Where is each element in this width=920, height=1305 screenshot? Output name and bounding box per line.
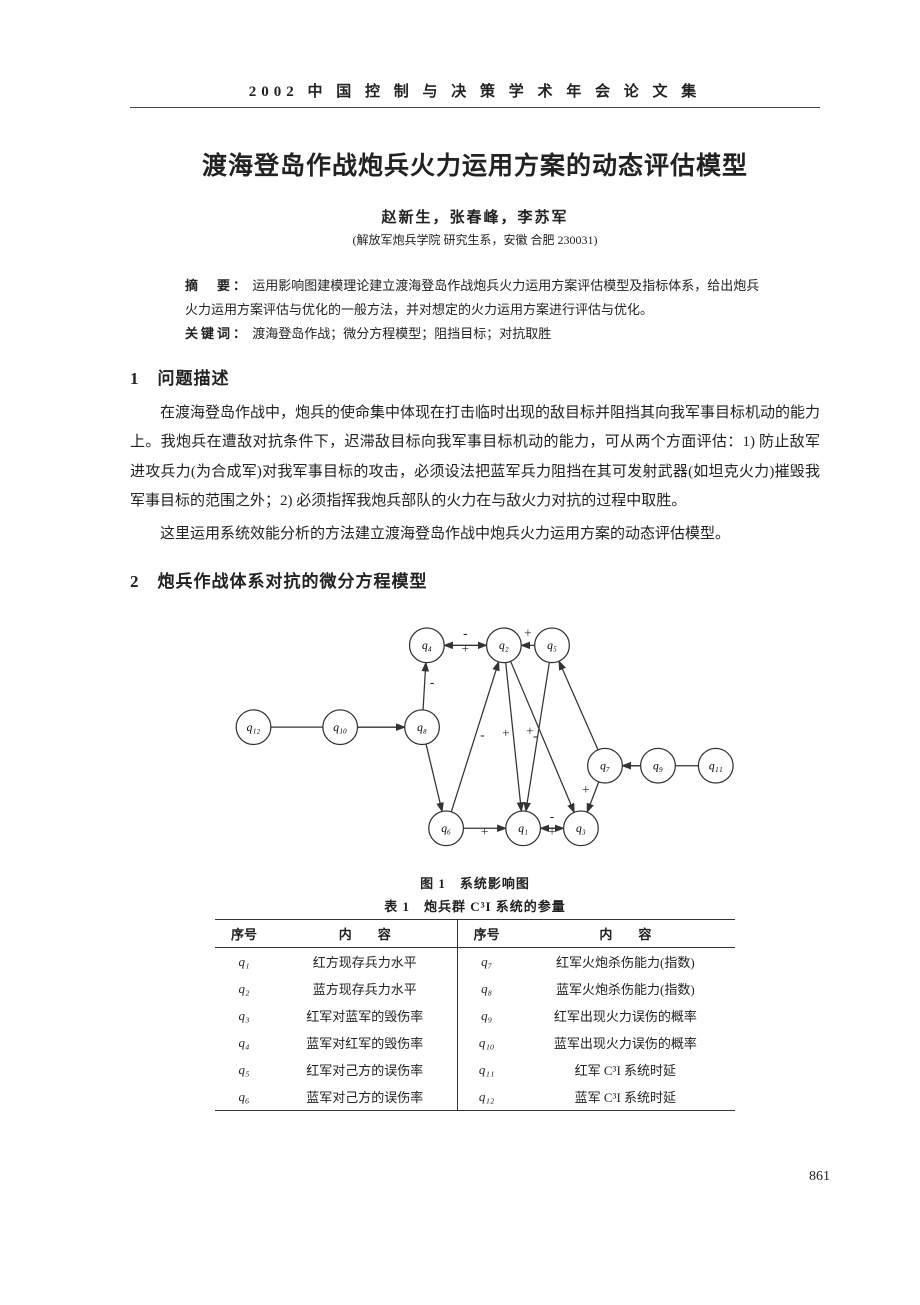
figure-1: q₁₂q₁₀q₈q₄q₂q₆q₅q₁q₃q₇q₉q₁₁ -+--+++++-+-… [195, 602, 755, 892]
table-1-caption: 表 1 炮兵群 C³I 系统的参量 [130, 896, 820, 915]
svg-text:q₄: q₄ [422, 641, 432, 653]
table-row: q₂蓝方现存兵力水平q₈蓝军火炮杀伤能力(指数) [215, 975, 735, 1002]
svg-text:-: - [533, 728, 537, 743]
th-right-id: 序号 [457, 920, 516, 948]
table-row: q₆蓝军对己方的误伤率q₁₂蓝军 C³I 系统时延 [215, 1083, 735, 1111]
th-left-id: 序号 [215, 920, 273, 948]
svg-text:q₇: q₇ [600, 761, 610, 773]
table-row: q₃红军对蓝军的毁伤率q₉红军出现火力误伤的概率 [215, 1002, 735, 1029]
abstract-label: 摘 要： [185, 278, 249, 293]
section2-heading: 2 炮兵作战体系对抗的微分方程模型 [130, 567, 820, 592]
svg-text:+: + [502, 726, 510, 741]
svg-text:q₁₂: q₁₂ [247, 722, 261, 734]
table-row: q₁红方现存兵力水平q₇红军火炮杀伤能力(指数) [215, 948, 735, 976]
table-row: q₅红军对己方的误伤率q₁₁红军 C³I 系统时延 [215, 1056, 735, 1083]
svg-text:+: + [524, 626, 532, 641]
svg-text:q₂: q₂ [499, 641, 509, 653]
paper-authors: 赵新生，张春峰，李苏军 [130, 206, 820, 227]
table-header-row: 序号 内 容 序号 内 容 [215, 920, 735, 948]
abstract-text: 运用影响图建模理论建立渡海登岛作战炮兵火力运用方案评估模型及指标体系，给出炮兵火… [185, 278, 759, 317]
svg-text:-: - [463, 626, 468, 641]
paper-title: 渡海登岛作战炮兵火力运用方案的动态评估模型 [130, 146, 820, 182]
table-row: q₄蓝军对红军的毁伤率q₁₀蓝军出现火力误伤的概率 [215, 1029, 735, 1056]
svg-text:q₁₀: q₁₀ [333, 722, 347, 734]
svg-text:q₃: q₃ [576, 824, 586, 836]
svg-text:-: - [550, 809, 555, 824]
svg-text:+: + [481, 824, 489, 839]
page-number: 861 [809, 1169, 830, 1185]
keywords-label: 关键词： [185, 326, 249, 341]
paper-affiliation: (解放军炮兵学院 研究生系，安徽 合肥 230031) [130, 231, 820, 248]
svg-text:q₁₁: q₁₁ [709, 761, 723, 773]
svg-text:q₈: q₈ [417, 722, 427, 734]
svg-text:q₉: q₉ [653, 761, 663, 773]
svg-text:-: - [480, 728, 485, 743]
svg-text:+: + [462, 641, 470, 656]
svg-text:q₅: q₅ [547, 641, 557, 653]
running-head: 2002 中 国 控 制 与 决 策 学 术 年 会 论 文 集 [130, 80, 820, 108]
figure-1-caption: 图 1 系统影响图 [195, 873, 755, 892]
section1-para2: 这里运用系统效能分析的方法建立渡海登岛作战中炮兵火力运用方案的动态评估模型。 [130, 520, 820, 549]
svg-text:+: + [582, 783, 590, 798]
table-1: 序号 内 容 序号 内 容 q₁红方现存兵力水平q₇红军火炮杀伤能力(指数)q₂… [215, 919, 735, 1111]
svg-text:q₁: q₁ [518, 824, 528, 836]
section1-para1: 在渡海登岛作战中，炮兵的使命集中体现在打击临时出现的敌目标并阻挡其向我军事目标机… [130, 399, 820, 516]
keywords-text: 渡海登岛作战；微分方程模型；阻挡目标；对抗取胜 [252, 326, 551, 341]
th-right-txt: 内 容 [516, 920, 735, 948]
svg-text:q₆: q₆ [441, 824, 451, 836]
section1-heading: 1 问题描述 [130, 364, 820, 389]
th-left-txt: 内 容 [273, 920, 457, 948]
svg-text:+: + [548, 824, 556, 839]
svg-text:-: - [430, 675, 435, 690]
abstract-block: 摘 要： 运用影响图建模理论建立渡海登岛作战炮兵火力运用方案评估模型及指标体系，… [185, 274, 765, 346]
influence-diagram: q₁₂q₁₀q₈q₄q₂q₆q₅q₁q₃q₇q₉q₁₁ -+--+++++-+- [195, 602, 755, 862]
page: 2002 中 国 控 制 与 决 策 学 术 年 会 论 文 集 渡海登岛作战炮… [0, 0, 920, 1305]
